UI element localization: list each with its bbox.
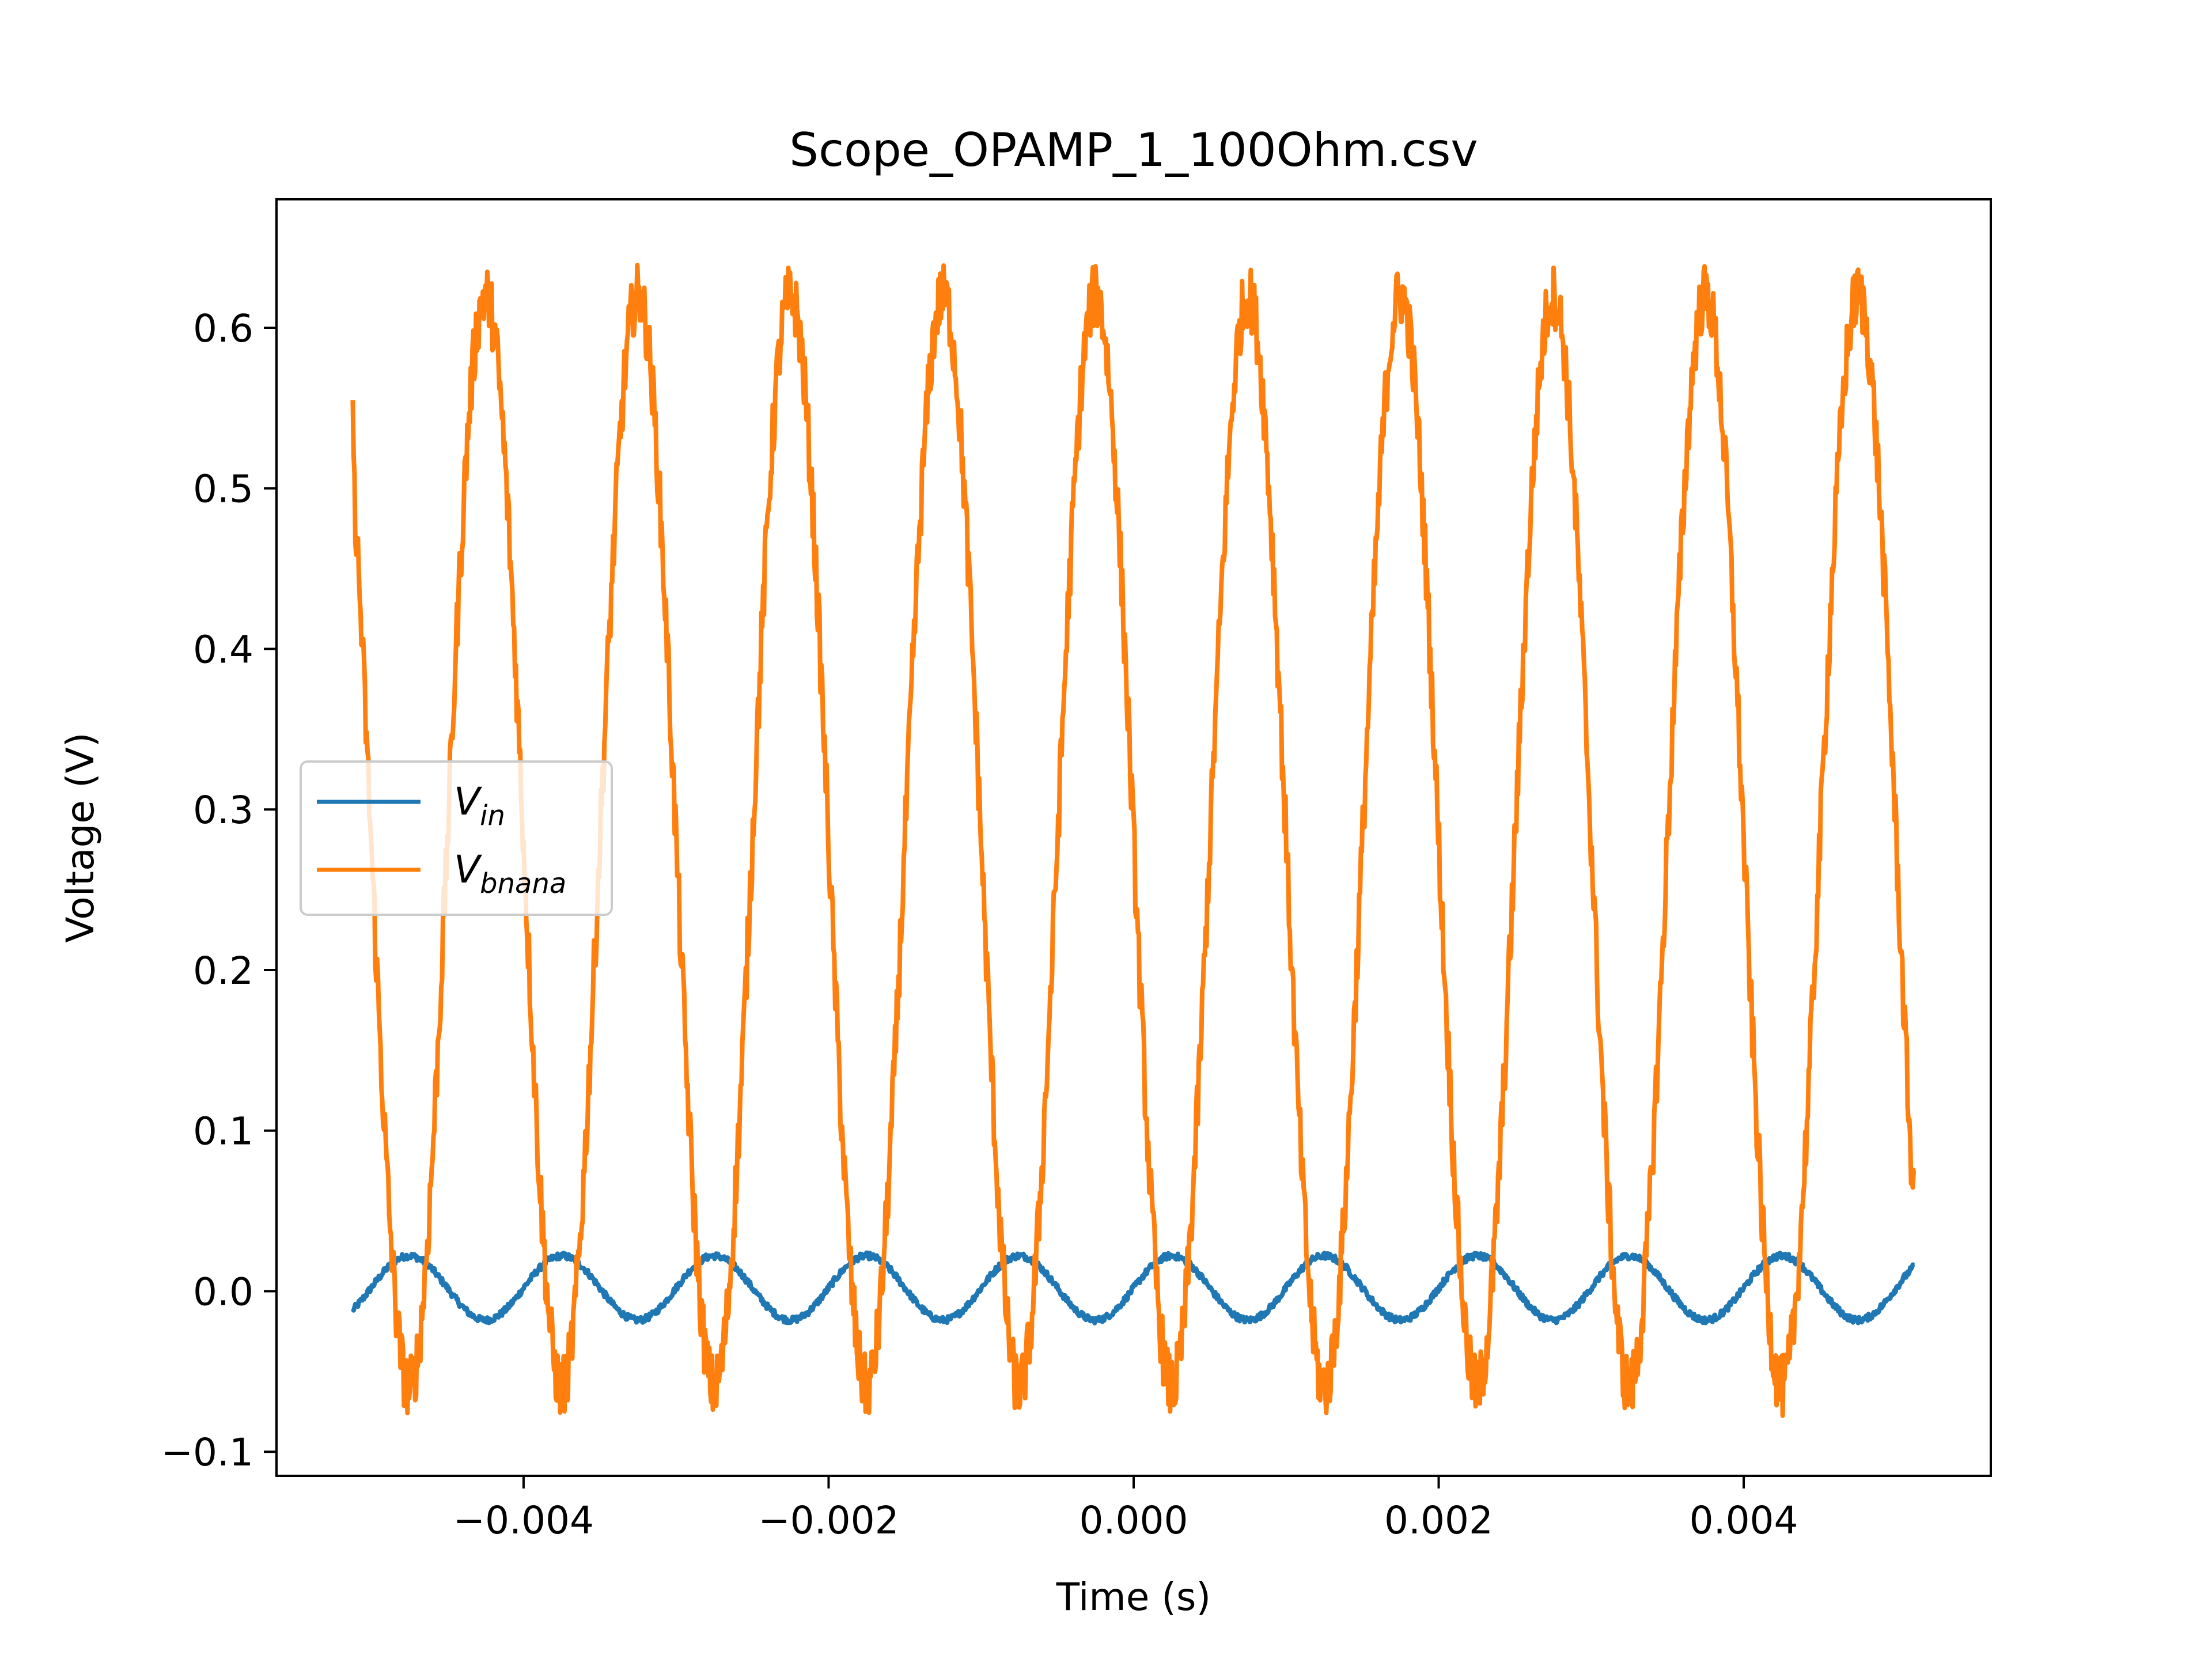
y-tick-label: 0.2 [193, 949, 253, 993]
y-tick-label: 0.4 [193, 627, 253, 672]
series-line-vin [351, 1250, 1916, 1325]
x-tick-label: −0.002 [758, 1498, 899, 1543]
legend-label-vin: Vin [454, 779, 505, 832]
chart-title: Scope_OPAMP_1_100Ohm.csv [789, 123, 1478, 177]
x-tick-label: 0.004 [1690, 1498, 1798, 1543]
y-tick-label: 0.3 [193, 788, 253, 832]
series-line-vbnana [350, 263, 1916, 1418]
legend-label-vbnana: Vbnana [454, 847, 566, 900]
x-axis-label: Time (s) [1056, 1575, 1211, 1619]
y-tick-label: −0.1 [161, 1430, 253, 1475]
x-tick-label: −0.004 [453, 1498, 594, 1543]
y-tick-label: 0.6 [193, 306, 253, 351]
x-tick-label: 0.000 [1080, 1498, 1188, 1543]
y-tick-label: 0.0 [193, 1270, 253, 1314]
x-tick-label: 0.002 [1384, 1498, 1493, 1543]
y-tick-label: 0.5 [193, 467, 253, 512]
y-tick-label: 0.1 [193, 1109, 253, 1154]
y-axis-label: Voltage (V) [58, 732, 103, 942]
plot-area [350, 263, 1916, 1418]
x-axis-ticks: −0.004 −0.002 0.000 0.002 0.004 [453, 1476, 1798, 1543]
y-axis-ticks: −0.1 0.0 0.1 0.2 0.3 0.4 0.5 0.6 [161, 306, 276, 1475]
legend: Vin Vbnana [300, 760, 613, 916]
